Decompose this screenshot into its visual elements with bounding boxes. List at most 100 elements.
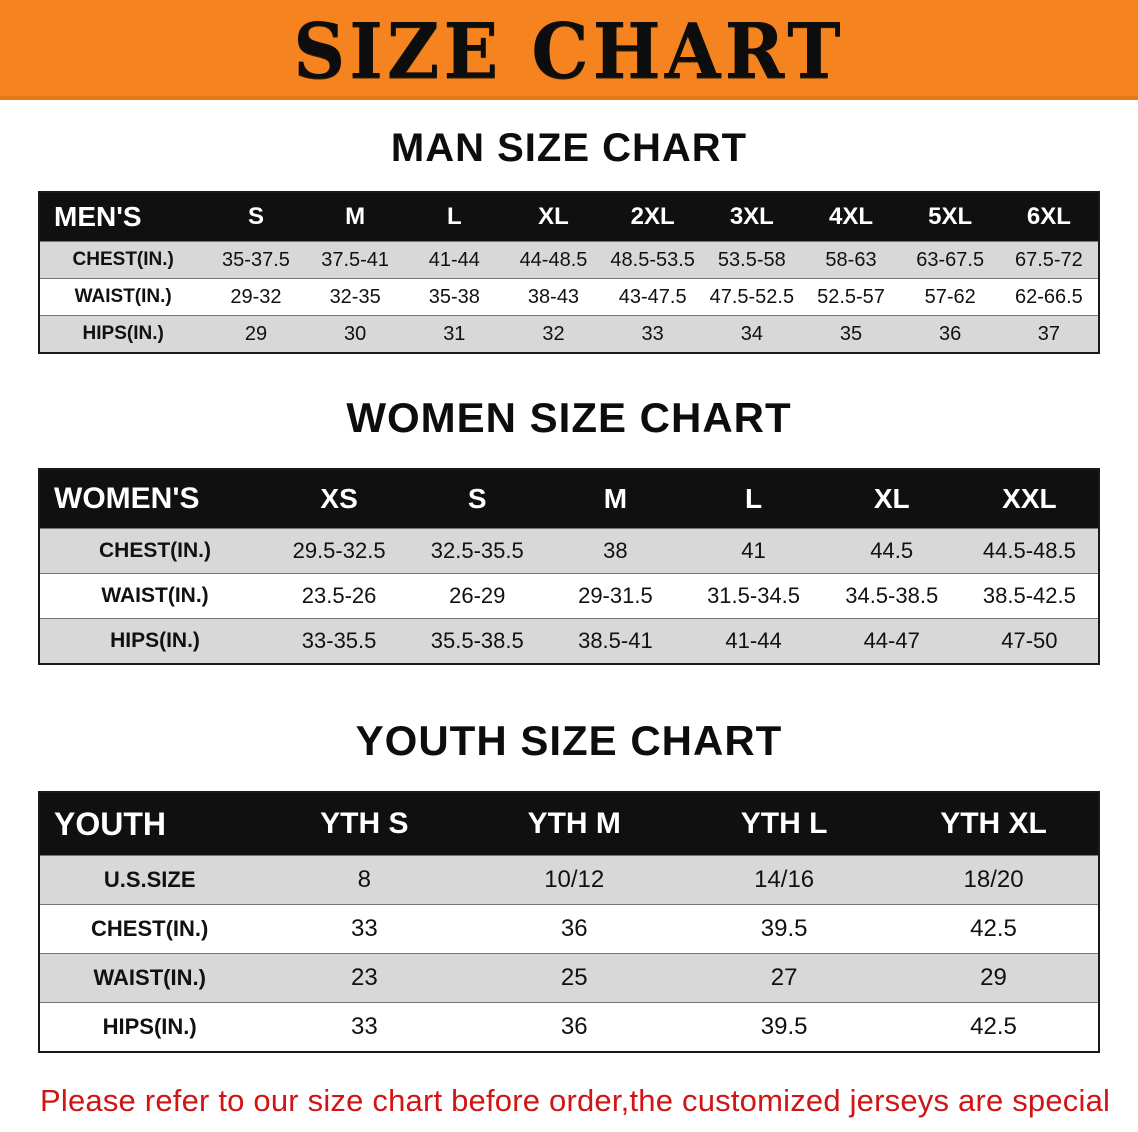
size-value-cell: 14/16 [679,855,890,905]
size-value-cell: 38.5-41 [546,618,685,664]
size-value-cell: 32-35 [305,278,405,316]
size-value-cell: 47.5-52.5 [702,278,802,316]
size-value-cell: 37.5-41 [305,241,405,279]
table-row: WAIST(IN.) 23 25 27 29 [39,953,1099,1003]
youth-size-chart-title: YOUTH SIZE CHART [355,717,783,764]
size-column-header: YTH S [259,792,470,856]
size-value-cell: 38-43 [503,278,604,316]
size-column-header: 2XL [603,192,703,242]
size-value-cell: 36 [900,315,1000,353]
size-column-header: L [404,192,504,242]
size-value-cell: 33-35.5 [270,618,409,664]
size-value-cell: 29 [206,315,306,353]
size-value-cell: 44-48.5 [503,241,604,279]
table-header-row: YOUTH YTH S YTH M YTH L YTH XL [39,792,1099,856]
table-row: WAIST(IN.) 29-32 32-35 35-38 38-43 43-47.5 47.… [39,278,1099,316]
size-column-header: 3XL [702,192,802,242]
row-label: WAIST(IN.) [39,573,270,619]
size-value-cell: 42.5 [889,904,1099,954]
size-value-cell: 41-44 [684,618,823,664]
size-value-cell: 33 [259,1002,470,1052]
size-column-header: 5XL [900,192,1000,242]
row-label: U.S.SIZE [39,855,260,905]
table-corner-label: WOMEN'S [39,469,270,529]
youth-size-chart-section: YOUTH SIZE CHART YOUTH YTH S YTH M YTH L YTH… [0,717,1138,1053]
size-value-cell: 36 [469,904,680,954]
table-row: CHEST(IN.) 29.5-32.5 32.5-35.5 38 41 44.5 44.5… [39,528,1099,574]
women-size-chart-section: WOMEN SIZE CHART WOMEN'S XS S M L XL XXL CHEST(… [0,394,1138,665]
size-column-header: M [546,469,685,529]
size-value-cell: 43-47.5 [603,278,703,316]
row-label: CHEST(IN.) [39,528,270,574]
man-size-chart-title: MAN SIZE CHART [390,126,748,170]
table-row: U.S.SIZE 8 10/12 14/16 18/20 [39,855,1099,905]
size-value-cell: 42.5 [889,1002,1099,1052]
table-row: CHEST(IN.) 35-37.5 37.5-41 41-44 44-48.5 48.5… [39,241,1099,279]
table-corner-label: YOUTH [39,792,260,856]
size-value-cell: 25 [469,953,680,1003]
order-policy-note: Please refer to our size chart before or… [40,1079,1138,1132]
size-column-header: XL [822,469,961,529]
size-value-cell: 58-63 [801,241,901,279]
table-row: WAIST(IN.) 23.5-26 26-29 29-31.5 31.5-34.5 34… [39,573,1099,619]
man-size-chart-section: MAN SIZE CHART MEN'S S M L XL 2XL 3XL 4XL 5XL 6XL… [0,126,1138,354]
size-value-cell: 39.5 [679,904,890,954]
size-column-header: YTH L [679,792,890,856]
size-value-cell: 41-44 [404,241,504,279]
size-value-cell: 23.5-26 [270,573,409,619]
size-value-cell: 31 [404,315,504,353]
row-label: CHEST(IN.) [39,241,207,279]
banner-title: SIZE CHART [293,5,845,95]
size-column-header: L [684,469,823,529]
women-size-table: WOMEN'S XS S M L XL XXL CHEST(IN.) 29.5-32.5 32.5… [38,468,1100,665]
size-value-cell: 29.5-32.5 [270,528,409,574]
table-header-row: WOMEN'S XS S M L XL XXL [39,469,1099,529]
size-value-cell: 27 [679,953,890,1003]
size-value-cell: 48.5-53.5 [603,241,703,279]
size-value-cell: 39.5 [679,1002,890,1052]
size-value-cell: 62-66.5 [999,278,1099,316]
row-label: HIPS(IN.) [39,618,270,664]
size-value-cell: 38 [546,528,685,574]
size-value-cell: 23 [259,953,470,1003]
size-column-header: 4XL [801,192,901,242]
size-column-header: XL [503,192,604,242]
youth-size-table: YOUTH YTH S YTH M YTH L YTH XL U.S.SIZE 8 10/12… [38,791,1100,1053]
size-column-header: S [408,469,547,529]
size-value-cell: 35-38 [404,278,504,316]
table-row: HIPS(IN.) 29 30 31 32 33 34 35 36 37 [39,315,1099,353]
size-value-cell: 52.5-57 [801,278,901,316]
size-value-cell: 35 [801,315,901,353]
size-value-cell: 10/12 [469,855,680,905]
size-value-cell: 44-47 [822,618,961,664]
row-label: HIPS(IN.) [39,315,207,353]
size-value-cell: 31.5-34.5 [684,573,823,619]
size-value-cell: 29-32 [206,278,306,316]
size-value-cell: 34.5-38.5 [822,573,961,619]
size-column-header: YTH XL [889,792,1099,856]
size-value-cell: 29-31.5 [546,573,685,619]
size-value-cell: 30 [305,315,405,353]
size-value-cell: 67.5-72 [999,241,1099,279]
size-value-cell: 36 [469,1002,680,1052]
size-column-header: XXL [960,469,1099,529]
size-column-header: M [305,192,405,242]
size-value-cell: 35-37.5 [206,241,306,279]
order-policy-line-1: Please refer to our size chart before or… [40,1083,1111,1132]
size-value-cell: 32 [503,315,604,353]
size-value-cell: 18/20 [889,855,1099,905]
size-value-cell: 37 [999,315,1099,353]
row-label: WAIST(IN.) [39,953,260,1003]
size-column-header: YTH M [469,792,680,856]
size-column-header: 6XL [999,192,1099,242]
table-header-row: MEN'S S M L XL 2XL 3XL 4XL 5XL 6XL [39,192,1099,242]
size-value-cell: 44.5 [822,528,961,574]
size-value-cell: 35.5-38.5 [408,618,547,664]
size-value-cell: 33 [259,904,470,954]
size-value-cell: 38.5-42.5 [960,573,1099,619]
table-row: CHEST(IN.) 33 36 39.5 42.5 [39,904,1099,954]
table-row: HIPS(IN.) 33 36 39.5 42.5 [39,1002,1099,1052]
size-value-cell: 57-62 [900,278,1000,316]
size-column-header: S [206,192,306,242]
